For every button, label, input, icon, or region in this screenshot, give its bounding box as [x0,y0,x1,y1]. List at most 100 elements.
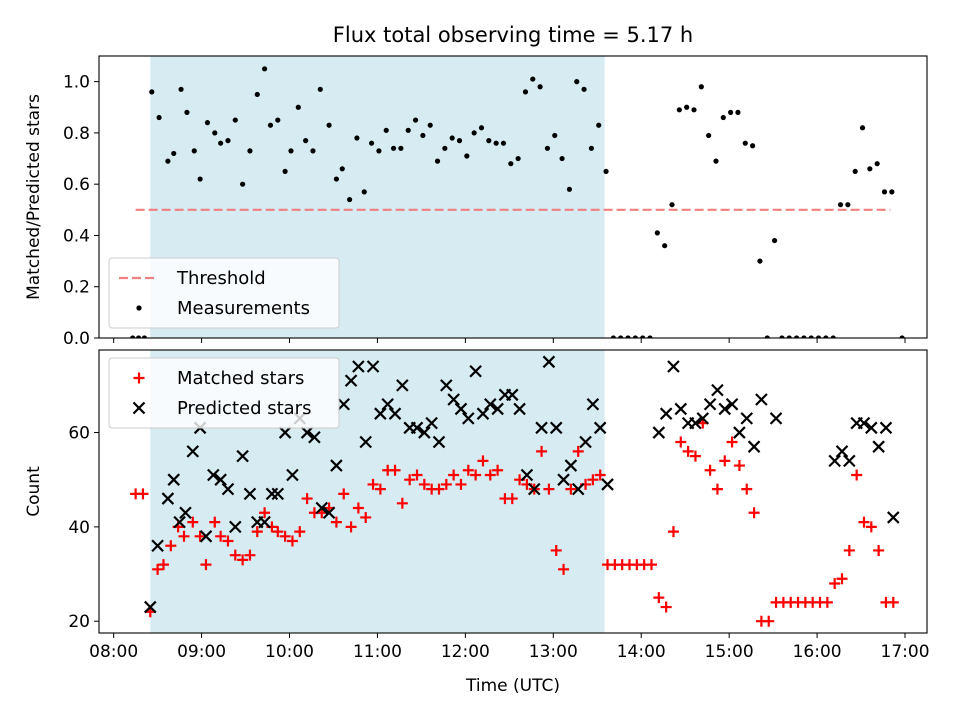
data-point [689,450,701,462]
x-tick-label: 10:00 [265,642,314,662]
data-point [310,148,316,154]
data-point [282,168,288,174]
data-point [333,176,340,182]
data-point [251,526,263,538]
y-tick-label: 0.0 [63,329,90,349]
data-point [735,109,741,115]
data-point [492,464,504,476]
data-point [506,493,518,505]
data-point [652,426,666,439]
y-tick-label: 40 [68,518,90,538]
data-point [243,487,257,501]
data-point [830,335,836,338]
data-point [152,563,164,575]
data-point [130,335,136,338]
data-point [427,122,433,128]
data-point [434,158,441,164]
legend-marker-swatch [132,401,146,415]
data-point [647,335,653,338]
data-point [271,487,285,501]
data-point [835,445,849,458]
data-point [381,397,394,411]
data-point [711,483,723,495]
data-point [682,445,694,457]
data-point [872,440,885,453]
data-point [684,104,690,110]
data-point [366,360,380,373]
data-point [141,335,148,338]
data-point [640,335,646,338]
data-point [596,122,602,128]
data-point [442,145,448,151]
data-point [520,468,534,482]
data-point [151,539,164,553]
data-point [593,421,607,435]
x-tick-label: 14:00 [617,642,666,662]
data-point [214,473,227,486]
data-point [156,114,162,121]
data-point [462,412,475,425]
data-point [308,430,321,444]
data-point [368,140,375,146]
data-point [828,454,841,468]
data-point [390,145,397,151]
data-point [579,435,592,449]
data-point [535,421,548,435]
axes-frame [98,55,928,339]
data-point [212,130,218,136]
data-point [542,355,556,369]
data-point [491,402,504,416]
data-point [199,530,213,543]
y-axis-label: Count [24,466,44,517]
data-point [667,360,680,373]
data-point [254,91,260,98]
legend: Threshold Measurements [108,257,340,329]
data-point [508,161,514,167]
data-point [165,540,177,552]
data-point [330,516,342,528]
data-point [294,526,306,538]
data-point [851,469,863,481]
data-point [477,455,489,467]
panel-data [130,355,900,627]
data-point [346,196,353,203]
data-point [221,482,235,496]
data-point [660,601,672,613]
data-point [566,186,573,192]
data-point [317,86,323,92]
data-point [247,148,253,154]
data-point [322,506,336,520]
data-point [659,407,673,420]
y-axis-label: Matched/Predicted stars [24,94,44,300]
data-point [204,120,211,126]
series-matched [130,417,899,627]
data-point [574,79,580,85]
data-point [801,335,807,338]
data-point [667,526,679,538]
data-point [653,592,665,604]
data-point [267,122,274,128]
data-point [675,436,687,448]
data-point [286,468,299,482]
data-point [209,516,221,528]
data-point [404,474,416,486]
data-point [484,397,497,411]
data-point [674,402,688,416]
data-point [823,335,829,338]
data-point [383,127,389,133]
data-point [564,459,578,472]
data-point [236,449,249,463]
data-point [843,544,855,556]
data-point [259,507,271,519]
legend-label: Measurements [177,298,310,319]
data-point [837,202,844,208]
data-point [418,478,430,490]
data-point [852,168,858,174]
legend: Matched stars Predicted stars [108,357,340,429]
data-point [845,202,851,208]
data-point [874,161,880,167]
x-tick-label: 16:00 [793,642,842,662]
data-point [161,492,175,505]
legend-marker-swatch [133,372,145,384]
